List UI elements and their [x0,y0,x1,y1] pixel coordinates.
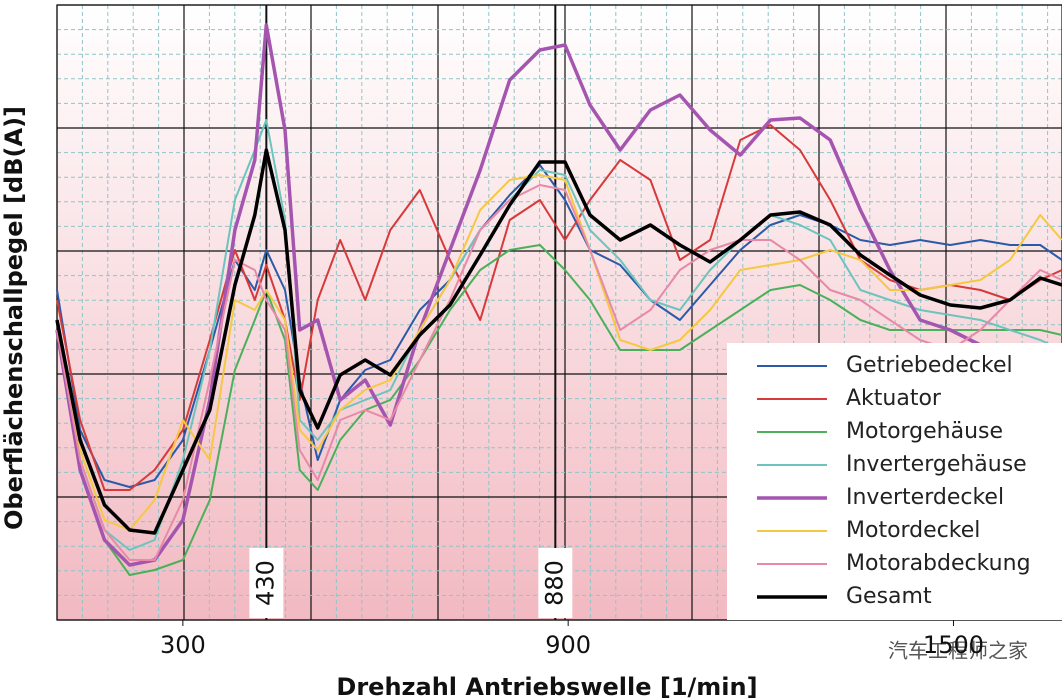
x-axis-title: Drehzahl Antriebswelle [1/min] [336,673,757,700]
legend: Getriebedeckel Aktuator Motorgehäuse Invert… [757,353,1031,609]
series-line [56,174,1062,531]
series-line [55,148,1062,535]
x-tick-label: 300 [160,631,206,659]
plot-frame [56,4,1062,621]
x-tick-label: 1500 [923,631,984,659]
series-line [56,164,1062,488]
legend-label: Aktuator [846,386,942,411]
series-line [56,184,1062,561]
legend-label: Motorabdeckung [846,551,1031,576]
watermark: 汽车工程师之家 [888,639,1028,663]
series-line [56,124,1062,491]
legend-label: Motorgehäuse [846,419,1003,444]
legend-label: Inverterdeckel [846,485,1004,510]
series-group [55,23,1062,576]
legend-label: Invertergehäuse [846,452,1027,477]
marker-label: 880 [540,560,568,606]
legend-box [727,343,1062,620]
legend-label: Gesamt [846,584,932,609]
marker-label-box [538,548,573,618]
marker-label-box [249,548,284,618]
series-line [56,244,1062,576]
y-axis-title: Oberflächenschallpegel [dB(A)] [0,106,28,530]
x-tick-label: 900 [545,631,591,659]
legend-label: Motordeckel [846,518,980,543]
legend-label: Getriebedeckel [846,353,1013,378]
marker-label: 430 [251,560,279,606]
